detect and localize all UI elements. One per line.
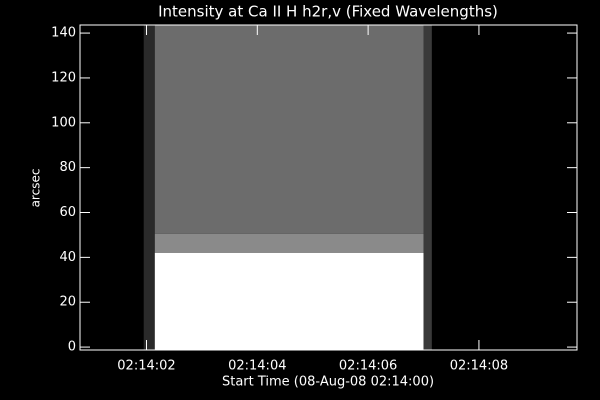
y-tick-label: 100: [51, 115, 76, 130]
x-axis-label: Start Time (08-Aug-08 02:14:00): [222, 375, 434, 390]
image-region: [423, 25, 432, 350]
x-tick-label: 02:14:04: [228, 359, 286, 374]
x-tick-label: 02:14:02: [117, 359, 175, 374]
y-axis-label: arcsec: [29, 169, 43, 208]
y-tick-label: 60: [59, 205, 76, 220]
plot-frame: [79, 24, 578, 351]
y-tick-label: 80: [59, 160, 76, 175]
y-tick-label: 0: [68, 340, 76, 355]
image-region: [154, 252, 424, 350]
y-tick-label: 40: [59, 250, 76, 265]
x-tick-label: 02:14:08: [450, 359, 508, 374]
image-region: [154, 233, 424, 253]
y-tick-label: 120: [51, 70, 76, 85]
y-tick-label: 20: [59, 295, 76, 310]
y-tick-label: 140: [51, 26, 76, 41]
image-region: [143, 25, 155, 350]
image-region: [154, 25, 424, 234]
x-tick-label: 02:14:06: [339, 359, 397, 374]
chart-title: Intensity at Ca II H h2r,v (Fixed Wavele…: [158, 3, 498, 21]
